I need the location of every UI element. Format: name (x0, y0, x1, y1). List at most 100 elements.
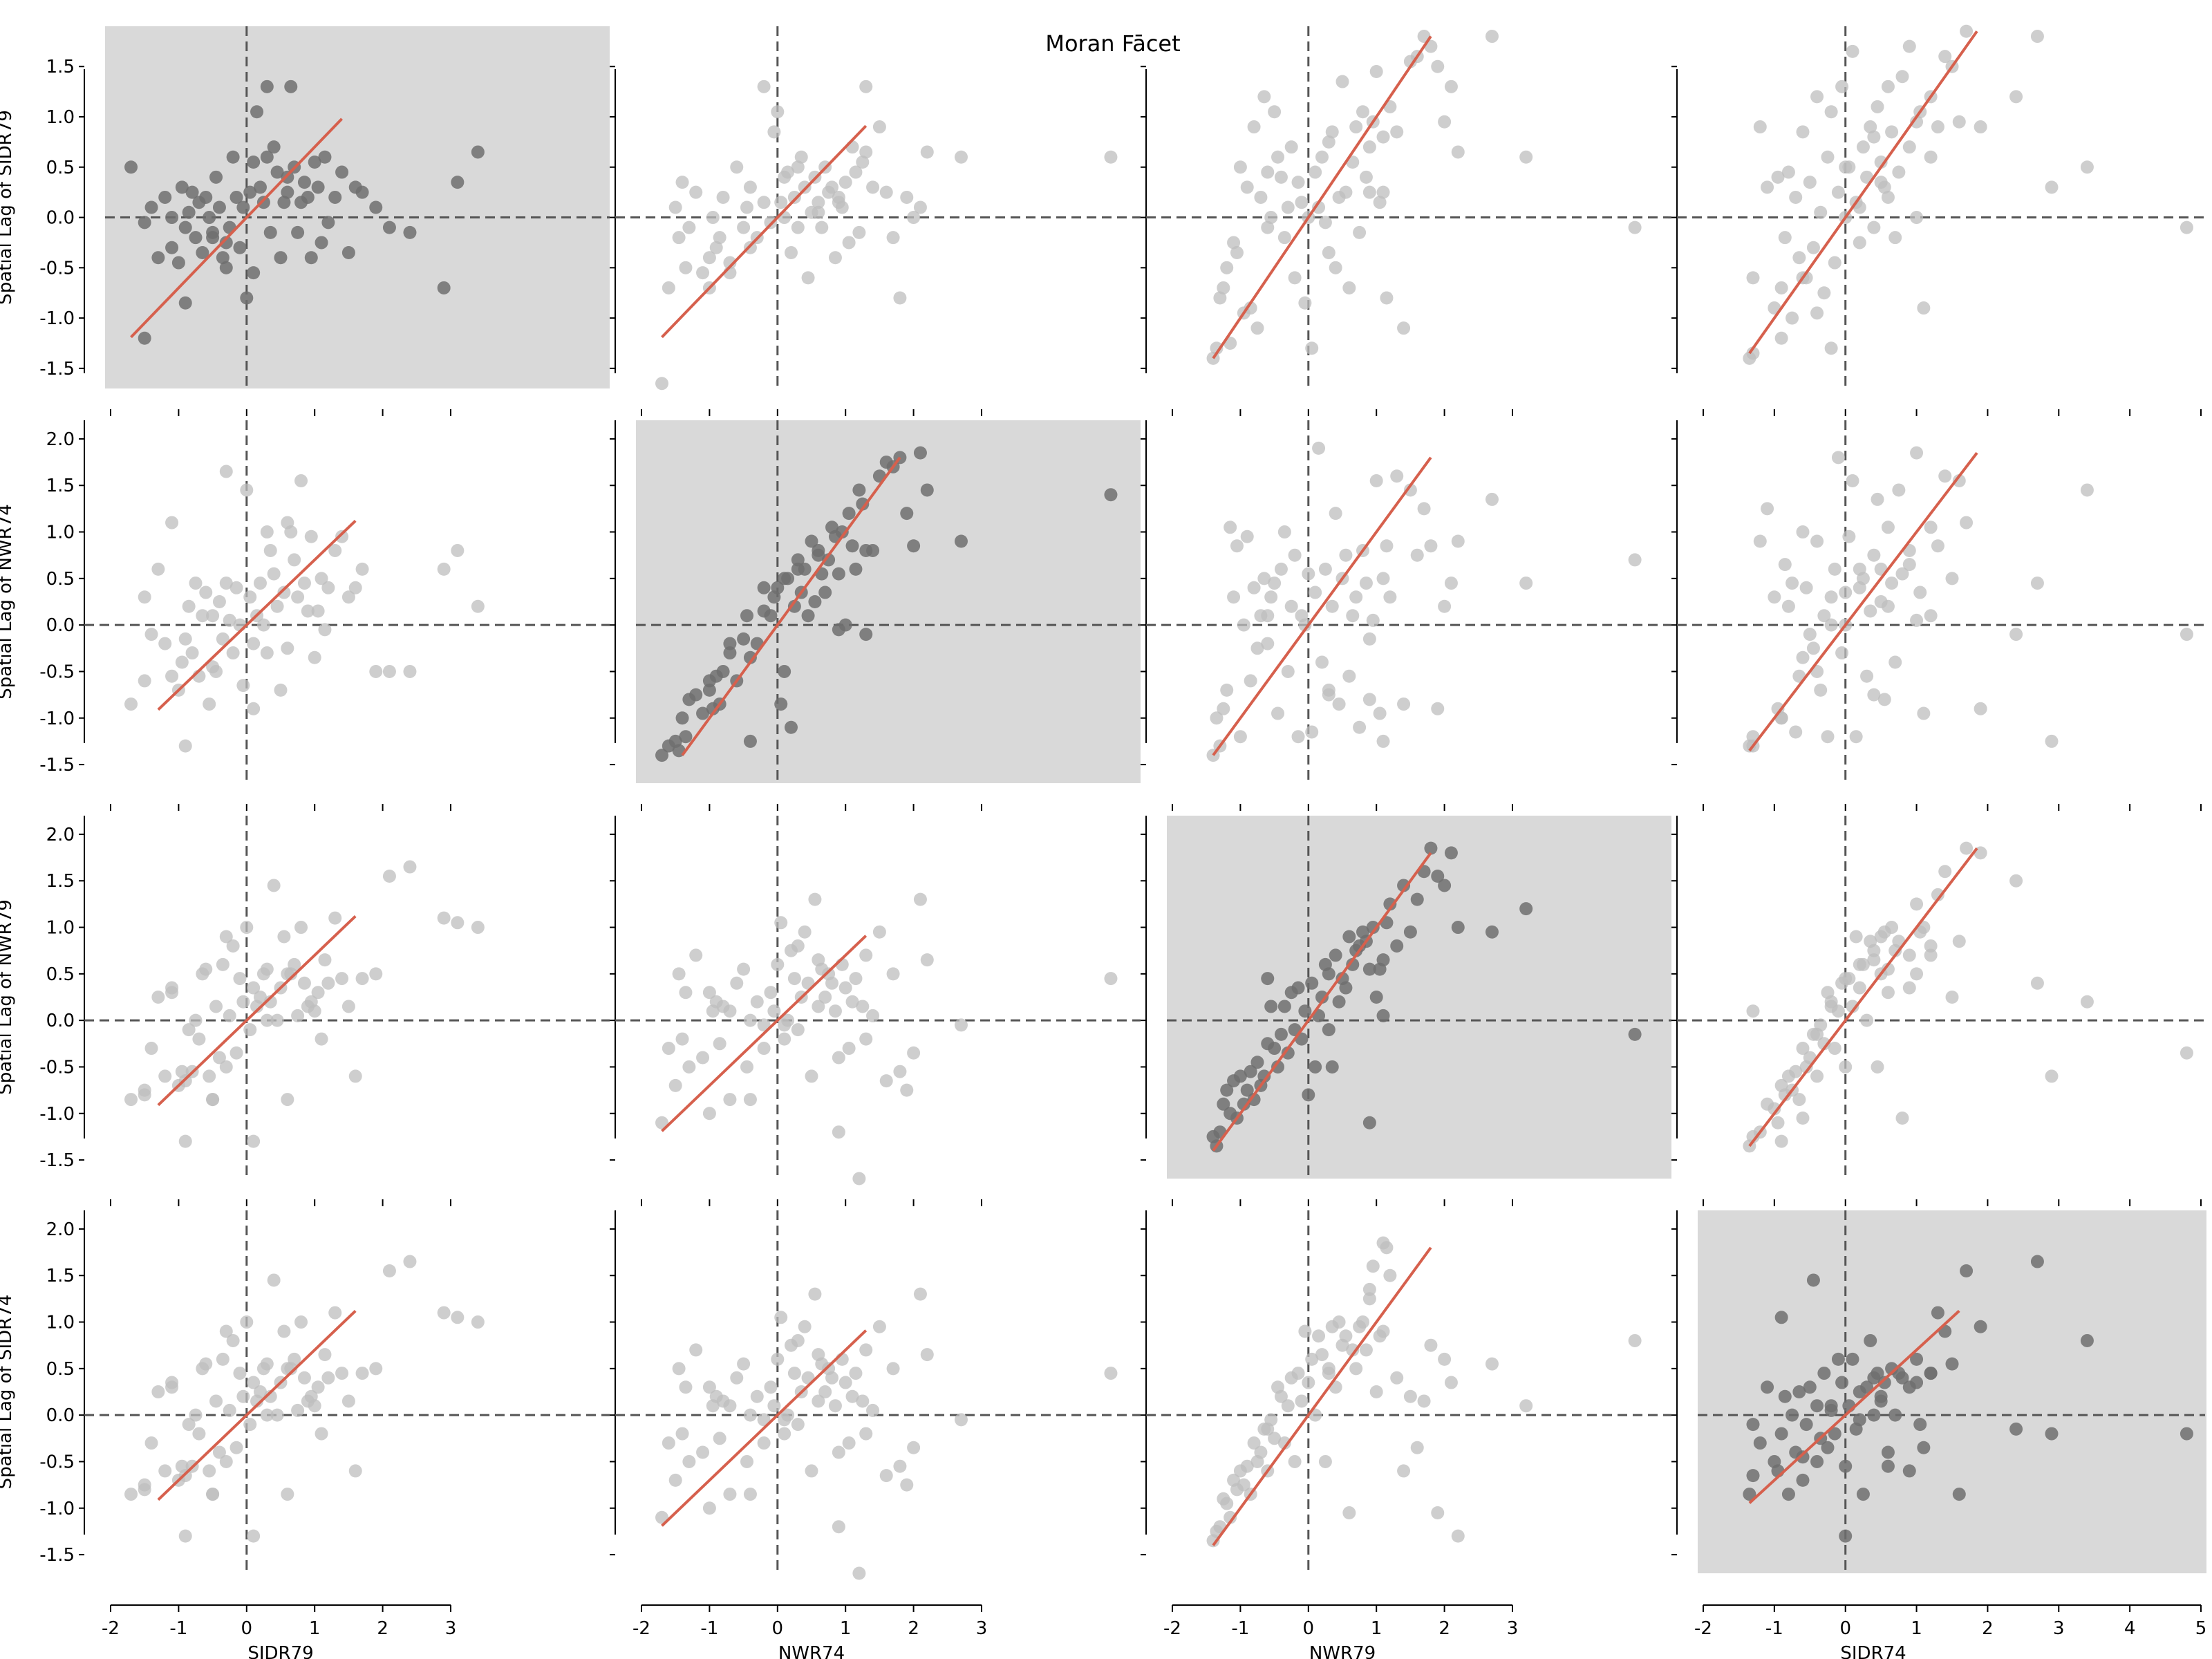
data-point (1945, 572, 1959, 585)
data-point (743, 180, 757, 194)
data-point (175, 655, 189, 669)
x-tick-label: 2 (377, 1618, 388, 1639)
data-point (1397, 879, 1411, 892)
data-point (1628, 1027, 1642, 1041)
data-point (655, 749, 669, 762)
data-point (1250, 321, 1264, 335)
fit-line (1748, 30, 1978, 355)
data-point (267, 567, 281, 581)
data-point (1913, 585, 1927, 599)
data-point (812, 196, 825, 209)
data-point (311, 604, 325, 618)
data-point (308, 650, 321, 664)
data-point (240, 921, 254, 935)
data-point (229, 1046, 243, 1060)
data-point (1291, 176, 1305, 189)
data-point (1945, 991, 1959, 1004)
data-point (1814, 205, 1828, 219)
data-point (199, 962, 213, 976)
data-point (900, 190, 914, 204)
data-point (689, 688, 703, 702)
data-point (1220, 683, 1234, 697)
data-point (451, 543, 465, 557)
data-point (668, 200, 682, 214)
data-point (1104, 488, 1118, 502)
row-axis-label: Spatial Lag of NWR79 (0, 899, 16, 1095)
data-point (702, 683, 716, 697)
data-point (723, 256, 737, 270)
data-point (764, 986, 778, 1000)
data-point (1892, 165, 1906, 179)
data-point (260, 1408, 274, 1422)
data-point (382, 1264, 396, 1277)
data-point (1329, 948, 1342, 962)
y-tick-label: 2.0 (46, 825, 75, 845)
data-point (791, 160, 805, 174)
data-point (1451, 1529, 1465, 1543)
data-point (900, 1478, 914, 1492)
data-point (1268, 1432, 1282, 1445)
data-point (1403, 925, 1417, 939)
data-point (757, 79, 771, 93)
data-point (328, 190, 342, 204)
data-point (1761, 180, 1774, 194)
data-point (1247, 1436, 1261, 1450)
data-point (1362, 140, 1376, 154)
data-point (335, 165, 349, 179)
data-point (1952, 474, 1966, 487)
data-point (1309, 165, 1322, 179)
data-point (1247, 120, 1261, 134)
data-point (1853, 981, 1866, 995)
y-tick-label: -1.0 (39, 1104, 75, 1125)
data-point (1485, 492, 1499, 506)
data-point (471, 145, 485, 159)
panel-1-1 (610, 420, 1141, 811)
data-point (1318, 562, 1332, 576)
data-point (682, 1060, 696, 1074)
data-point (294, 1315, 308, 1329)
data-point (178, 1529, 192, 1543)
data-point (723, 1488, 737, 1501)
data-point (158, 637, 172, 650)
data-point (403, 860, 417, 874)
data-point (1309, 585, 1322, 599)
data-point (1274, 170, 1288, 184)
fit-line (157, 915, 357, 1107)
data-point (1931, 888, 1944, 901)
data-point (709, 241, 723, 254)
fit-line (130, 118, 343, 339)
data-point (787, 1367, 801, 1380)
data-point (696, 1051, 710, 1065)
data-point (1291, 730, 1305, 744)
data-point (1917, 301, 1931, 315)
data-point (702, 251, 716, 265)
data-point (679, 261, 693, 274)
data-point (842, 507, 856, 521)
data-point (1910, 211, 1924, 225)
data-point (672, 967, 686, 981)
data-point (852, 1566, 866, 1580)
data-point (219, 930, 233, 944)
data-point (226, 150, 240, 164)
data-point (1362, 693, 1376, 706)
data-point (743, 1013, 757, 1027)
data-point (335, 1367, 349, 1380)
data-point (1931, 120, 1944, 134)
data-point (1831, 1352, 1845, 1366)
data-point (284, 79, 298, 93)
data-point (1792, 1385, 1806, 1398)
data-point (1746, 1004, 1760, 1018)
y-tick-label: -1.5 (39, 1545, 75, 1566)
data-point (1839, 160, 1853, 174)
data-point (771, 1352, 785, 1366)
data-point (1881, 521, 1895, 534)
x-tick-label: 3 (1507, 1618, 1519, 1639)
data-point (1315, 655, 1329, 669)
highlight-background (105, 26, 610, 388)
data-point (1824, 618, 1838, 632)
x-tick-label: 3 (2053, 1618, 2065, 1639)
data-point (778, 664, 791, 678)
data-point (1237, 1478, 1250, 1492)
data-point (138, 1083, 151, 1097)
data-point (223, 1403, 236, 1417)
